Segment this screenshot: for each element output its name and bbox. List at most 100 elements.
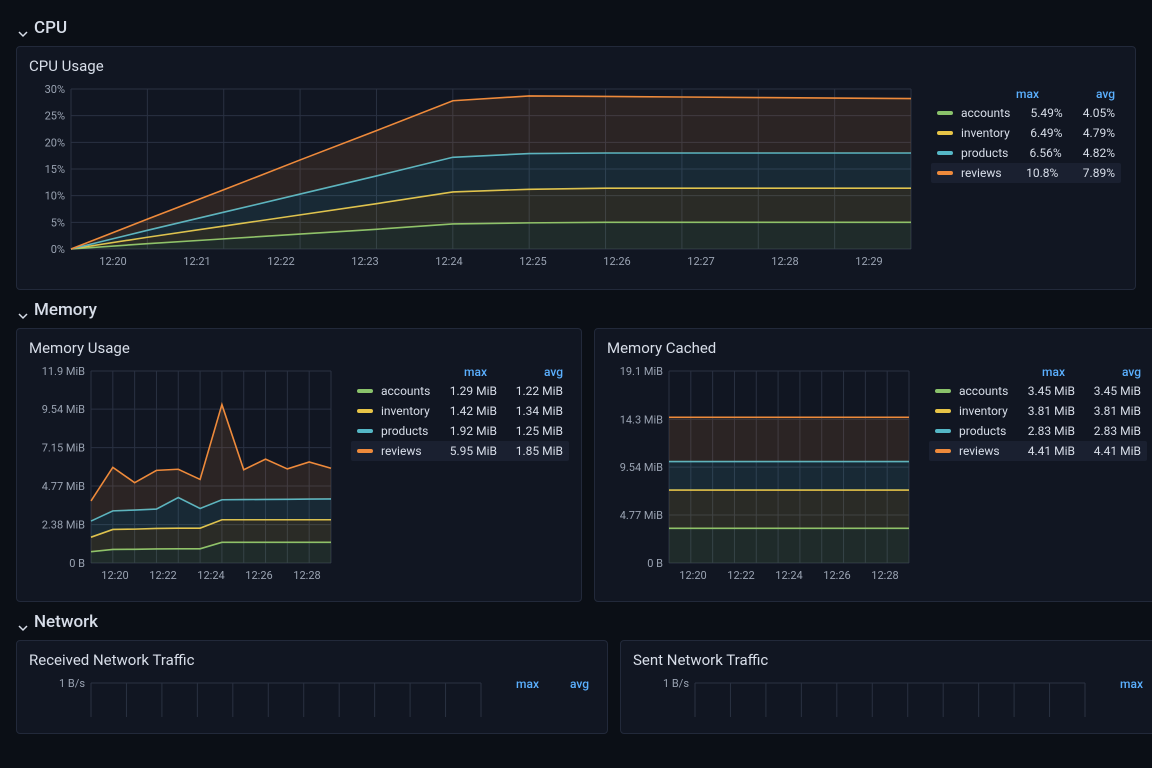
legend-row[interactable]: inventory 6.49% 4.79% — [931, 123, 1121, 143]
legend-avg: 4.79% — [1070, 126, 1115, 140]
legend-row[interactable]: products1.92 MiB1.25 MiB — [351, 421, 569, 441]
svg-text:9.54 MiB: 9.54 MiB — [42, 403, 85, 416]
legend-swatch — [357, 389, 373, 393]
svg-text:5%: 5% — [51, 216, 65, 229]
legend-swatch — [937, 171, 953, 175]
legend-series-name: inventory — [961, 126, 1010, 140]
panel-title: CPU Usage — [29, 57, 1123, 75]
legend-row[interactable]: accounts3.45 MiB3.45 MiB — [929, 381, 1147, 401]
legend-series-name: products — [381, 424, 431, 438]
svg-text:12:22: 12:22 — [149, 569, 176, 582]
svg-text:30%: 30% — [45, 83, 65, 96]
legend-row[interactable]: inventory1.42 MiB1.34 MiB — [351, 401, 569, 421]
legend-col-max: max — [507, 677, 539, 691]
legend-col-max: max — [1111, 677, 1143, 691]
legend-swatch — [937, 111, 953, 115]
legend-series-name: inventory — [959, 404, 1009, 418]
svg-text:12:24: 12:24 — [435, 255, 462, 268]
section-toggle-cpu[interactable]: CPU — [18, 18, 1136, 38]
svg-text:12:20: 12:20 — [679, 569, 706, 582]
legend-cpu: maxavgaccounts5.49%4.05%inventory6.49%4.… — [931, 85, 1121, 281]
legend-swatch — [935, 429, 951, 433]
legend-row[interactable]: reviews10.8%7.89% — [931, 163, 1121, 183]
legend-col-max: max — [981, 87, 1039, 101]
legend-avg: 3.45 MiB — [1083, 384, 1141, 398]
legend-row[interactable]: reviews5.95 MiB1.85 MiB — [351, 441, 569, 461]
legend-swatch — [937, 151, 953, 155]
legend-swatch — [935, 389, 951, 393]
svg-text:12:22: 12:22 — [727, 569, 754, 582]
legend-avg: 4.82% — [1070, 146, 1115, 160]
chart-memory-usage[interactable]: 0 B2.38 MiB4.77 MiB7.15 MiB9.54 MiB11.9 … — [29, 363, 339, 593]
svg-text:12:24: 12:24 — [775, 569, 802, 582]
svg-text:12:23: 12:23 — [351, 255, 378, 268]
section-toggle-memory[interactable]: Memory — [18, 300, 1136, 320]
legend-row[interactable]: reviews4.41 MiB4.41 MiB — [929, 441, 1147, 461]
legend-row[interactable]: products 6.56% 4.82% — [931, 143, 1121, 163]
legend-series-name: reviews — [959, 444, 1009, 458]
panel-title: Memory Cached — [607, 339, 1147, 357]
svg-text:7.15 MiB: 7.15 MiB — [42, 442, 85, 455]
panel-title: Sent Network Traffic — [633, 651, 1152, 669]
legend-memory-cached: maxavgaccounts3.45 MiB3.45 MiBinventory3… — [929, 363, 1147, 593]
legend-avg: 2.83 MiB — [1083, 424, 1141, 438]
svg-text:1 B/s: 1 B/s — [663, 677, 689, 690]
legend-col-avg: avg — [557, 677, 589, 691]
legend-max: 4.41 MiB — [1017, 444, 1075, 458]
chevron-down-icon — [18, 618, 28, 628]
chart-net-recv[interactable]: 1 B/s — [29, 675, 489, 725]
svg-text:19.1 MiB: 19.1 MiB — [620, 365, 663, 378]
chart-memory-cached[interactable]: 0 B 4.77 MiB 9.54 MiB 14.3 MiB 19.1 MiB 12:20… — [607, 363, 917, 593]
section-toggle-network[interactable]: Network — [18, 612, 1136, 632]
legend-net-sent: max avg — [1105, 675, 1152, 725]
legend-row[interactable]: products 2.83 MiB 2.83 MiB — [929, 421, 1147, 441]
svg-text:2.38 MiB: 2.38 MiB — [42, 519, 85, 532]
svg-text:9.54 MiB: 9.54 MiB — [620, 461, 663, 474]
legend-series-name: accounts — [381, 384, 431, 398]
svg-text:25%: 25% — [45, 110, 65, 123]
legend-max: 6.56% — [1016, 146, 1061, 160]
legend-series-name: inventory — [381, 404, 431, 418]
legend-series-name: reviews — [961, 166, 1002, 180]
legend-swatch — [357, 449, 373, 453]
svg-text:14.3 MiB: 14.3 MiB — [620, 413, 663, 426]
svg-text:1 B/s: 1 B/s — [59, 677, 85, 690]
legend-swatch — [937, 131, 953, 135]
legend-avg: 7.89% — [1066, 166, 1115, 180]
svg-text:0%: 0% — [51, 243, 65, 256]
legend-col-avg: avg — [1057, 87, 1115, 101]
legend-row[interactable]: inventory3.81 MiB3.81 MiB — [929, 401, 1147, 421]
chart-net-sent[interactable]: 1 B/s — [633, 675, 1093, 725]
svg-text:12:26: 12:26 — [823, 569, 850, 582]
svg-text:12:20: 12:20 — [99, 255, 126, 268]
svg-text:12:28: 12:28 — [871, 569, 898, 582]
legend-max: 2.83 MiB — [1017, 424, 1075, 438]
legend-max: 5.95 MiB — [439, 444, 497, 458]
chart-cpu-usage[interactable]: 0%5%10%15%20%25%30%12:2012:2112:2212:231… — [29, 81, 919, 281]
legend-row[interactable]: accounts1.29 MiB1.22 MiB — [351, 381, 569, 401]
panel-title: Memory Usage — [29, 339, 569, 357]
svg-text:12:28: 12:28 — [771, 255, 798, 268]
legend-avg: 4.05% — [1071, 106, 1115, 120]
svg-text:12:28: 12:28 — [293, 569, 320, 582]
legend-max: 5.49% — [1018, 106, 1062, 120]
svg-text:12:20: 12:20 — [101, 569, 128, 582]
legend-col-avg: avg — [1083, 365, 1141, 379]
legend-col-max: max — [429, 365, 487, 379]
legend-max: 6.49% — [1018, 126, 1063, 140]
legend-max: 1.42 MiB — [439, 404, 497, 418]
legend-series-name: products — [959, 424, 1009, 438]
panel-memory-cached: Memory Cached 0 B 4.77 MiB 9.54 MiB 14.3 Mi… — [594, 328, 1152, 602]
svg-text:12:26: 12:26 — [603, 255, 630, 268]
svg-text:11.9 MiB: 11.9 MiB — [42, 365, 85, 378]
panel-net-recv: Received Network Traffic 1 B/s max avg — [16, 640, 608, 734]
section-title: Network — [34, 612, 98, 632]
legend-avg: 1.22 MiB — [505, 384, 563, 398]
legend-series-name: products — [961, 146, 1008, 160]
svg-text:0 B: 0 B — [647, 557, 663, 570]
panel-title: Received Network Traffic — [29, 651, 595, 669]
legend-row[interactable]: accounts5.49%4.05% — [931, 103, 1121, 123]
legend-avg: 1.25 MiB — [505, 424, 563, 438]
svg-text:4.77 MiB: 4.77 MiB — [620, 509, 663, 522]
panel-memory-usage: Memory Usage 0 B2.38 MiB4.77 MiB7.15 MiB… — [16, 328, 582, 602]
